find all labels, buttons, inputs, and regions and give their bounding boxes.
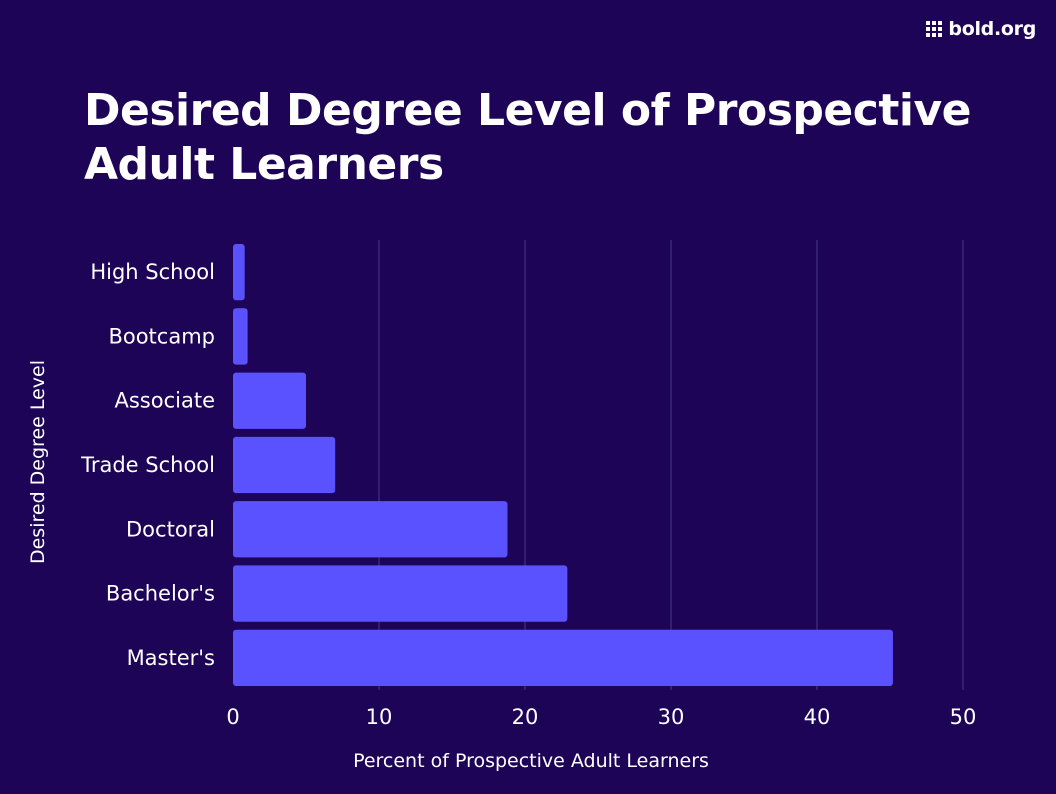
bar[interactable] (233, 629, 893, 686)
chart-title: Desired Degree Level of Prospective Adul… (84, 85, 971, 190)
x-tick-label: 10 (366, 705, 393, 729)
category-label: Associate (115, 389, 216, 413)
category-label: Bootcamp (108, 324, 215, 348)
y-axis-title: Desired Degree Level (27, 360, 49, 564)
category-labels: High School Bootcamp Associate Trade School… (80, 260, 215, 670)
logo-text: bold.org (948, 18, 1036, 40)
x-tick-label: 20 (512, 705, 539, 729)
category-label: Master's (127, 646, 215, 670)
grid-dots-icon (926, 21, 943, 37)
x-axis-title: Percent of Prospective Adult Learners (353, 750, 709, 772)
bar[interactable] (233, 308, 248, 365)
category-label: High School (90, 260, 215, 284)
bar[interactable] (233, 436, 336, 494)
x-tick-label: 0 (226, 705, 239, 729)
category-label: Trade School (80, 453, 215, 477)
x-tick-label: 40 (804, 705, 831, 729)
bar[interactable] (233, 501, 508, 558)
x-tick-labels: 0 10 20 30 40 50 (226, 705, 976, 729)
bar[interactable] (233, 565, 568, 622)
brand-logo[interactable]: bold.org (926, 18, 1036, 40)
bar[interactable] (233, 244, 245, 301)
category-label: Doctoral (126, 517, 215, 541)
x-tick-label: 30 (658, 705, 685, 729)
bar[interactable] (233, 372, 306, 429)
bar-layer (233, 244, 893, 686)
grid-layer (378, 240, 964, 690)
x-tick-label: 50 (950, 705, 977, 729)
category-label: Bachelor's (106, 582, 215, 606)
